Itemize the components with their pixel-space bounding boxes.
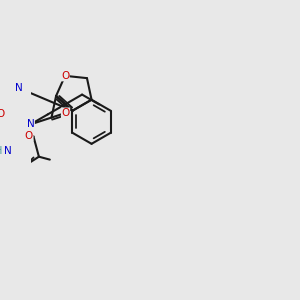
Text: O: O	[25, 130, 33, 140]
Text: O: O	[61, 71, 69, 81]
Text: H: H	[0, 146, 3, 156]
Text: O: O	[0, 109, 4, 119]
Text: N: N	[27, 119, 34, 129]
Text: N: N	[15, 83, 22, 93]
Text: N: N	[4, 146, 11, 156]
Text: O: O	[61, 108, 70, 118]
